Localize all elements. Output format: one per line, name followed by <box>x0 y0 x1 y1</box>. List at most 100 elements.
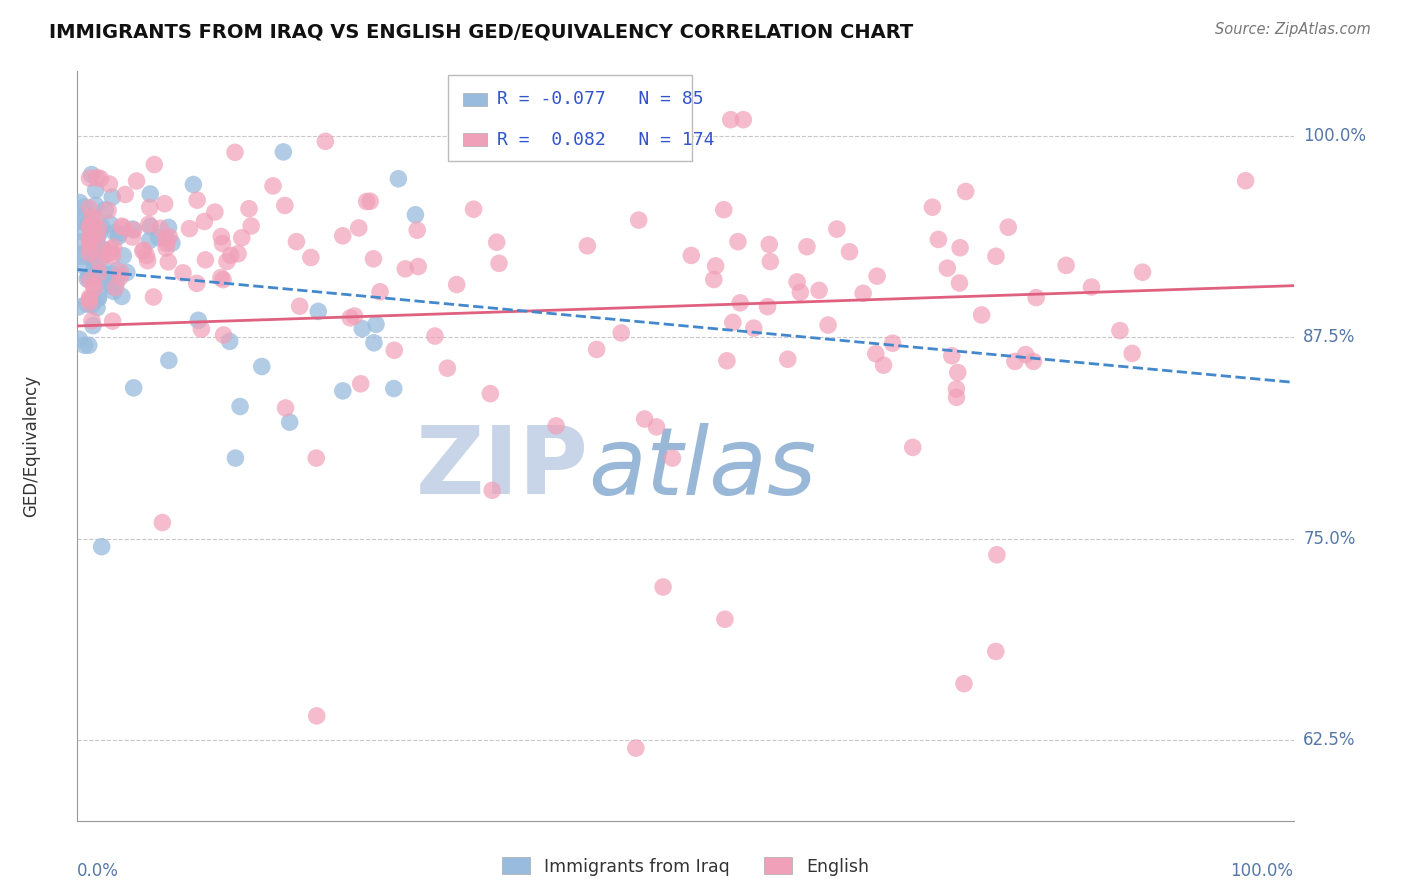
Point <box>463 202 485 217</box>
Point <box>121 222 143 236</box>
Point <box>157 353 180 368</box>
Text: IMMIGRANTS FROM IRAQ VS ENGLISH GED/EQUIVALENCY CORRELATION CHART: IMMIGRANTS FROM IRAQ VS ENGLISH GED/EQUI… <box>49 22 914 41</box>
Point <box>654 117 676 131</box>
Point <box>111 220 134 235</box>
Point <box>546 418 568 433</box>
Point <box>716 353 738 368</box>
Point <box>132 244 155 258</box>
Point <box>75 260 97 274</box>
FancyBboxPatch shape <box>463 93 486 106</box>
Point <box>288 299 311 313</box>
Point <box>90 255 112 269</box>
Point <box>104 226 127 240</box>
Point <box>986 548 1008 562</box>
Point <box>80 313 103 327</box>
Point <box>80 168 103 182</box>
Point <box>238 202 260 216</box>
Point <box>758 237 780 252</box>
Point <box>742 321 765 335</box>
Point <box>69 246 91 260</box>
Point <box>138 234 160 248</box>
Point <box>114 187 136 202</box>
Point <box>274 198 297 212</box>
Point <box>406 223 429 237</box>
Point <box>90 171 112 186</box>
Point <box>100 267 122 281</box>
Point <box>224 451 246 466</box>
Point <box>79 220 101 235</box>
Point <box>76 297 98 311</box>
Point <box>1234 174 1257 188</box>
Point <box>79 273 101 287</box>
Point <box>153 196 176 211</box>
Point <box>273 145 295 159</box>
Point <box>80 298 103 312</box>
Point <box>953 676 976 690</box>
Point <box>87 290 110 304</box>
Point <box>332 228 354 243</box>
Point <box>585 343 607 357</box>
Point <box>343 309 366 323</box>
Point <box>872 358 894 372</box>
Point <box>83 282 105 296</box>
Point <box>721 315 744 329</box>
Point <box>212 273 235 287</box>
Point <box>423 329 446 343</box>
Point <box>817 318 839 332</box>
Point <box>479 386 502 401</box>
Point <box>121 230 143 244</box>
Point <box>446 277 468 292</box>
Point <box>179 221 201 235</box>
Point <box>226 246 249 260</box>
Point <box>633 412 655 426</box>
Point <box>101 279 124 293</box>
Point <box>83 244 105 258</box>
Point <box>299 251 322 265</box>
Point <box>142 290 165 304</box>
Point <box>79 246 101 260</box>
Point <box>110 270 132 285</box>
Point <box>305 709 328 723</box>
Point <box>204 205 226 219</box>
Point <box>970 308 993 322</box>
Point <box>76 272 98 286</box>
Text: R =  0.082   N = 174: R = 0.082 N = 174 <box>496 131 714 149</box>
Point <box>1022 354 1045 368</box>
Point <box>936 261 959 276</box>
Point <box>86 236 108 251</box>
Point <box>87 253 110 268</box>
Point <box>97 276 120 290</box>
Point <box>101 249 124 263</box>
Point <box>86 301 108 315</box>
Text: 100.0%: 100.0% <box>1230 862 1294 880</box>
Point <box>825 222 848 236</box>
Point <box>347 221 370 235</box>
Point <box>72 226 94 240</box>
Point <box>89 225 111 239</box>
Point <box>91 242 114 256</box>
Point <box>1004 354 1026 368</box>
Point <box>79 233 101 247</box>
Point <box>382 382 405 396</box>
Point <box>187 313 209 327</box>
Point <box>139 187 162 202</box>
Point <box>112 249 135 263</box>
Point <box>77 269 100 284</box>
Point <box>215 254 238 268</box>
Point <box>218 334 240 349</box>
Point <box>488 256 510 270</box>
Point <box>481 483 503 498</box>
Point <box>927 232 949 246</box>
Point <box>125 174 148 188</box>
Point <box>661 451 683 466</box>
Point <box>901 441 924 455</box>
Point <box>262 178 284 193</box>
Point <box>224 145 246 160</box>
Point <box>714 612 737 626</box>
Point <box>98 217 121 231</box>
Point <box>727 235 749 249</box>
Point <box>87 266 110 280</box>
Point <box>86 170 108 185</box>
Point <box>73 200 96 214</box>
Point <box>209 229 232 244</box>
